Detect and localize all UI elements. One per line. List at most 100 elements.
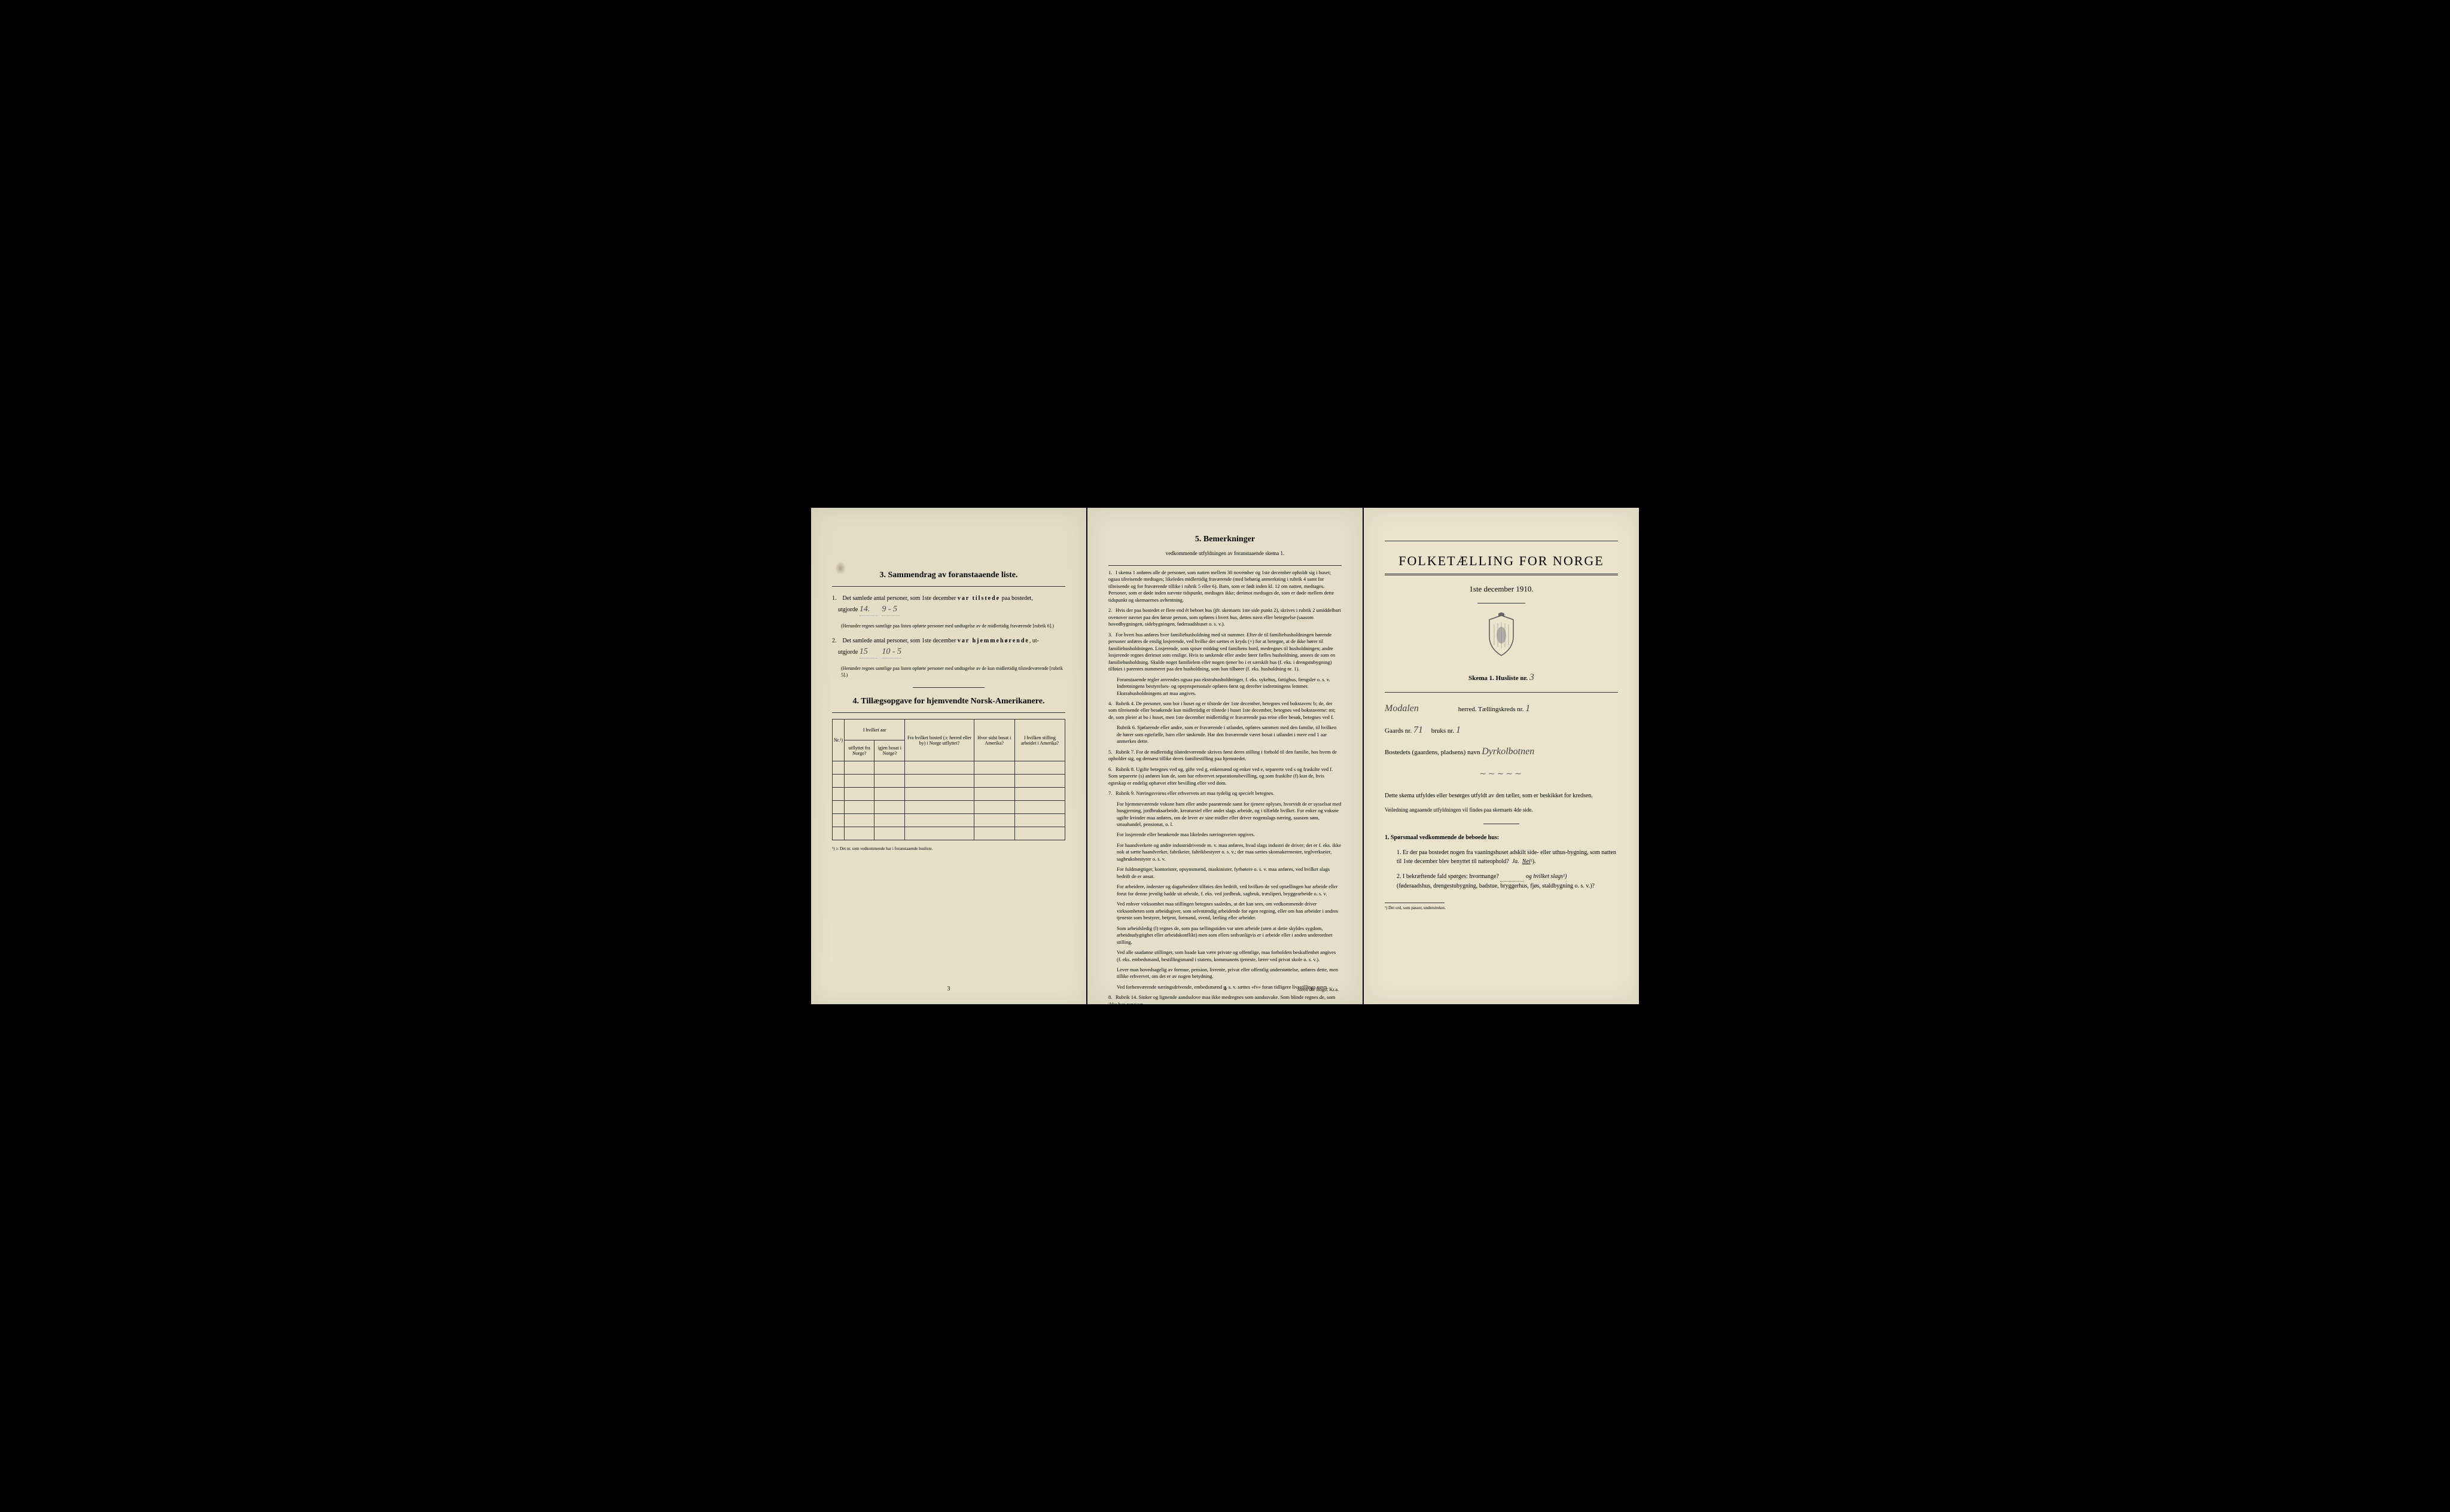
item-1: 1. Det samlede antal personer, som 1ste … — [832, 594, 1065, 616]
instruction-8: Rubrik 14. Sinker og lignende aandsslove… — [1108, 994, 1335, 1007]
page-number: 4 — [1224, 986, 1227, 992]
document-spread: 3. Sammendrag av foranstaaende liste. 1.… — [811, 508, 1639, 1004]
section-5-title: 5. Bemerkninger — [1108, 535, 1342, 544]
item-2-text: Det samlede antal personer, som 1ste dec… — [843, 638, 956, 644]
instruction-rubrik6: Rubrik 6. Sjøfarende eller andre, som er… — [1117, 724, 1342, 745]
instruction-7-p5: For arbeidere, inderster og dagarbeidere… — [1117, 883, 1342, 897]
printer-mark: Steen'ske Bogtr. Kr.a. — [1297, 987, 1339, 992]
question-header: 1. Spørsmaal vedkommende de beboede hus: — [1385, 833, 1618, 842]
kreds-nr: 1 — [1525, 703, 1530, 714]
col-nr: Nr.¹) — [833, 720, 845, 761]
skema-label: Skema 1. Husliste nr. — [1468, 675, 1528, 682]
item-2-bold: var hjemmehørende — [958, 638, 1029, 644]
table-row — [833, 801, 1065, 814]
herred-line: Modalen herred. Tællingskreds nr. 1 — [1385, 703, 1618, 714]
gaards-label: Gaards nr. — [1385, 727, 1412, 734]
item-1-suffix: paa bostedet, — [1002, 595, 1033, 602]
q2-suffix: og hvilket slags¹) — [1526, 873, 1567, 880]
table-row — [833, 814, 1065, 827]
instruction-1: I skema 1 anføres alle de personer, som … — [1108, 569, 1334, 603]
item-2: 2. Det samlede antal personer, som 1ste … — [832, 636, 1065, 659]
instruction-7: Rubrik 9. Næringsveiens eller erhvervets… — [1116, 790, 1274, 796]
col-bosted: Fra hvilket bosted (ɔ: herred eller by) … — [905, 720, 974, 761]
divider — [832, 586, 1065, 587]
instruction-7-p1: For hjemmeværende voksne barn eller andr… — [1117, 801, 1342, 828]
utgjorde-label: utgjorde — [838, 606, 858, 613]
note-2: (Herunder regnes samtlige paa listen opf… — [841, 666, 1065, 678]
crest-icon — [1483, 612, 1519, 657]
instruction-6: Rubrik 8. Ugifte betegnes ved ug, gifte … — [1108, 766, 1333, 786]
col-bosat: igjen bosat i Norge? — [874, 740, 905, 761]
item-number: 1. — [832, 594, 841, 603]
bosted-label: Bostedets (gaardens, pladsens) navn — [1385, 749, 1480, 756]
paper-stain — [835, 562, 846, 575]
herred-name: Modalen — [1385, 703, 1456, 714]
table-row — [833, 827, 1065, 840]
instruction-7-p8: Ved alle saadanne stillinger, som baade … — [1117, 949, 1342, 963]
husliste-nr: 3 — [1529, 672, 1534, 682]
instruction-5: Rubrik 7. For de midlertidig tilstedevær… — [1108, 749, 1337, 761]
hw-count-2b: 10 - 5 — [882, 645, 901, 659]
hw-count-2a: 15 — [860, 645, 877, 659]
table-row — [833, 788, 1065, 801]
census-date: 1ste december 1910. — [1385, 584, 1618, 594]
gaards-nr: 71 — [1413, 725, 1423, 735]
census-title: FOLKETÆLLING FOR NORGE — [1385, 553, 1618, 569]
item-1-text: Det samlede antal personer, som 1ste dec… — [843, 595, 956, 602]
table-footnote: ¹) ɔ: Det nr. som vedkommende har i fora… — [832, 846, 1065, 851]
hw-count-1b: 9 - 5 — [882, 603, 900, 616]
table-row — [833, 775, 1065, 788]
divider — [832, 712, 1065, 713]
section-4-title: 4. Tillægsopgave for hjemvendte Norsk-Am… — [832, 697, 1065, 706]
q2-paren: (føderaadshus, drengestubygning, badstue… — [1397, 883, 1595, 889]
item-1-bold: var tilstede — [958, 595, 1000, 602]
divider — [913, 687, 985, 688]
bosted-line: Bostedets (gaardens, pladsens) navn Dyrk… — [1385, 746, 1618, 757]
instruction-body2: Veiledning angaaende utfyldningen vil fi… — [1385, 806, 1618, 815]
instruction-body1: Dette skema utfyldes eller besørges utfy… — [1385, 791, 1618, 800]
item-2-suffix: , ut- — [1029, 638, 1039, 644]
divider — [1108, 565, 1342, 566]
question-1: 1. Er der paa bostedet nogen fra vaaning… — [1397, 848, 1618, 866]
table-row — [833, 761, 1065, 775]
q-header-text: 1. Spørsmaal vedkommende de beboede hus: — [1385, 834, 1499, 841]
utgjorde-label: utgjorde — [838, 649, 858, 656]
section-5-subtitle: vedkommende utfyldningen av foranstaaend… — [1108, 550, 1342, 556]
skema-line: Skema 1. Husliste nr. 3 — [1385, 672, 1618, 683]
ornament: ∼∼∼∼∼ — [1385, 769, 1618, 779]
herred-label: herred. Tællingskreds nr. — [1458, 706, 1524, 713]
bosted-name: Dyrkolbotnen — [1482, 746, 1534, 757]
q1-ja: Ja. — [1512, 858, 1519, 865]
item-number: 2. — [832, 636, 841, 645]
bruks-nr: 1 — [1456, 725, 1461, 735]
question-2: 2. I bekræftende fald spørges: hvormange… — [1397, 872, 1618, 891]
col-stilling: I hvilken stilling arbeidet i Amerika? — [1014, 720, 1065, 761]
divider — [1385, 692, 1618, 693]
instruction-7-p7: Som arbeidsledig (l) regnes de, som paa … — [1117, 925, 1342, 946]
instruction-7-p6: Ved enhver virksomhet maa stillingen bet… — [1117, 901, 1342, 921]
amerikanere-table: Nr.¹) I hvilket aar Fra hvilket bosted (… — [832, 719, 1065, 840]
instructions-block: 1.I skema 1 anføres alle de personer, so… — [1108, 569, 1342, 1008]
q1-sup: ¹). — [1531, 858, 1536, 865]
note-1: (Herunder regnes samtlige paa listen opf… — [841, 623, 1065, 629]
instruction-2: Hvis der paa bostedet er flere end ét be… — [1108, 607, 1341, 627]
instruction-3: For hvert hus anføres hver familiehushol… — [1108, 632, 1335, 672]
instruction-7-p4: For fuldmægtiger, kontorister, opsynsmæn… — [1117, 866, 1342, 880]
page-4: 5. Bemerkninger vedkommende utfyldningen… — [1087, 508, 1363, 1004]
q1-nei: Nei — [1522, 858, 1531, 865]
divider — [1385, 574, 1618, 575]
col-amerika: Hvor sidst bosat i Amerika? — [974, 720, 1014, 761]
q2-text: I bekræftende fald spørges: hvormange? — [1403, 873, 1499, 880]
page-title: FOLKETÆLLING FOR NORGE 1ste december 191… — [1364, 508, 1639, 1004]
gaards-line: Gaards nr. 71 bruks nr. 1 — [1385, 725, 1618, 736]
q1-text: Er der paa bostedet nogen fra vaaningshu… — [1397, 849, 1616, 865]
col-utflyttet: utflyttet fra Norge? — [845, 740, 874, 761]
instruction-4: Rubrik 4. De personer, som bor i huset o… — [1108, 700, 1336, 720]
instruction-7-p9: Lever man hovedsagelig av formue, pensio… — [1117, 967, 1342, 980]
page-3: 3. Sammendrag av foranstaaende liste. 1.… — [811, 508, 1086, 1004]
coat-of-arms — [1385, 612, 1618, 660]
col-aar-group: I hvilket aar — [845, 720, 905, 740]
instruction-7-p2: For losjerende eller besøkende maa likel… — [1117, 831, 1342, 838]
page-number: 3 — [947, 986, 950, 992]
section-3-title: 3. Sammendrag av foranstaaende liste. — [832, 571, 1065, 580]
